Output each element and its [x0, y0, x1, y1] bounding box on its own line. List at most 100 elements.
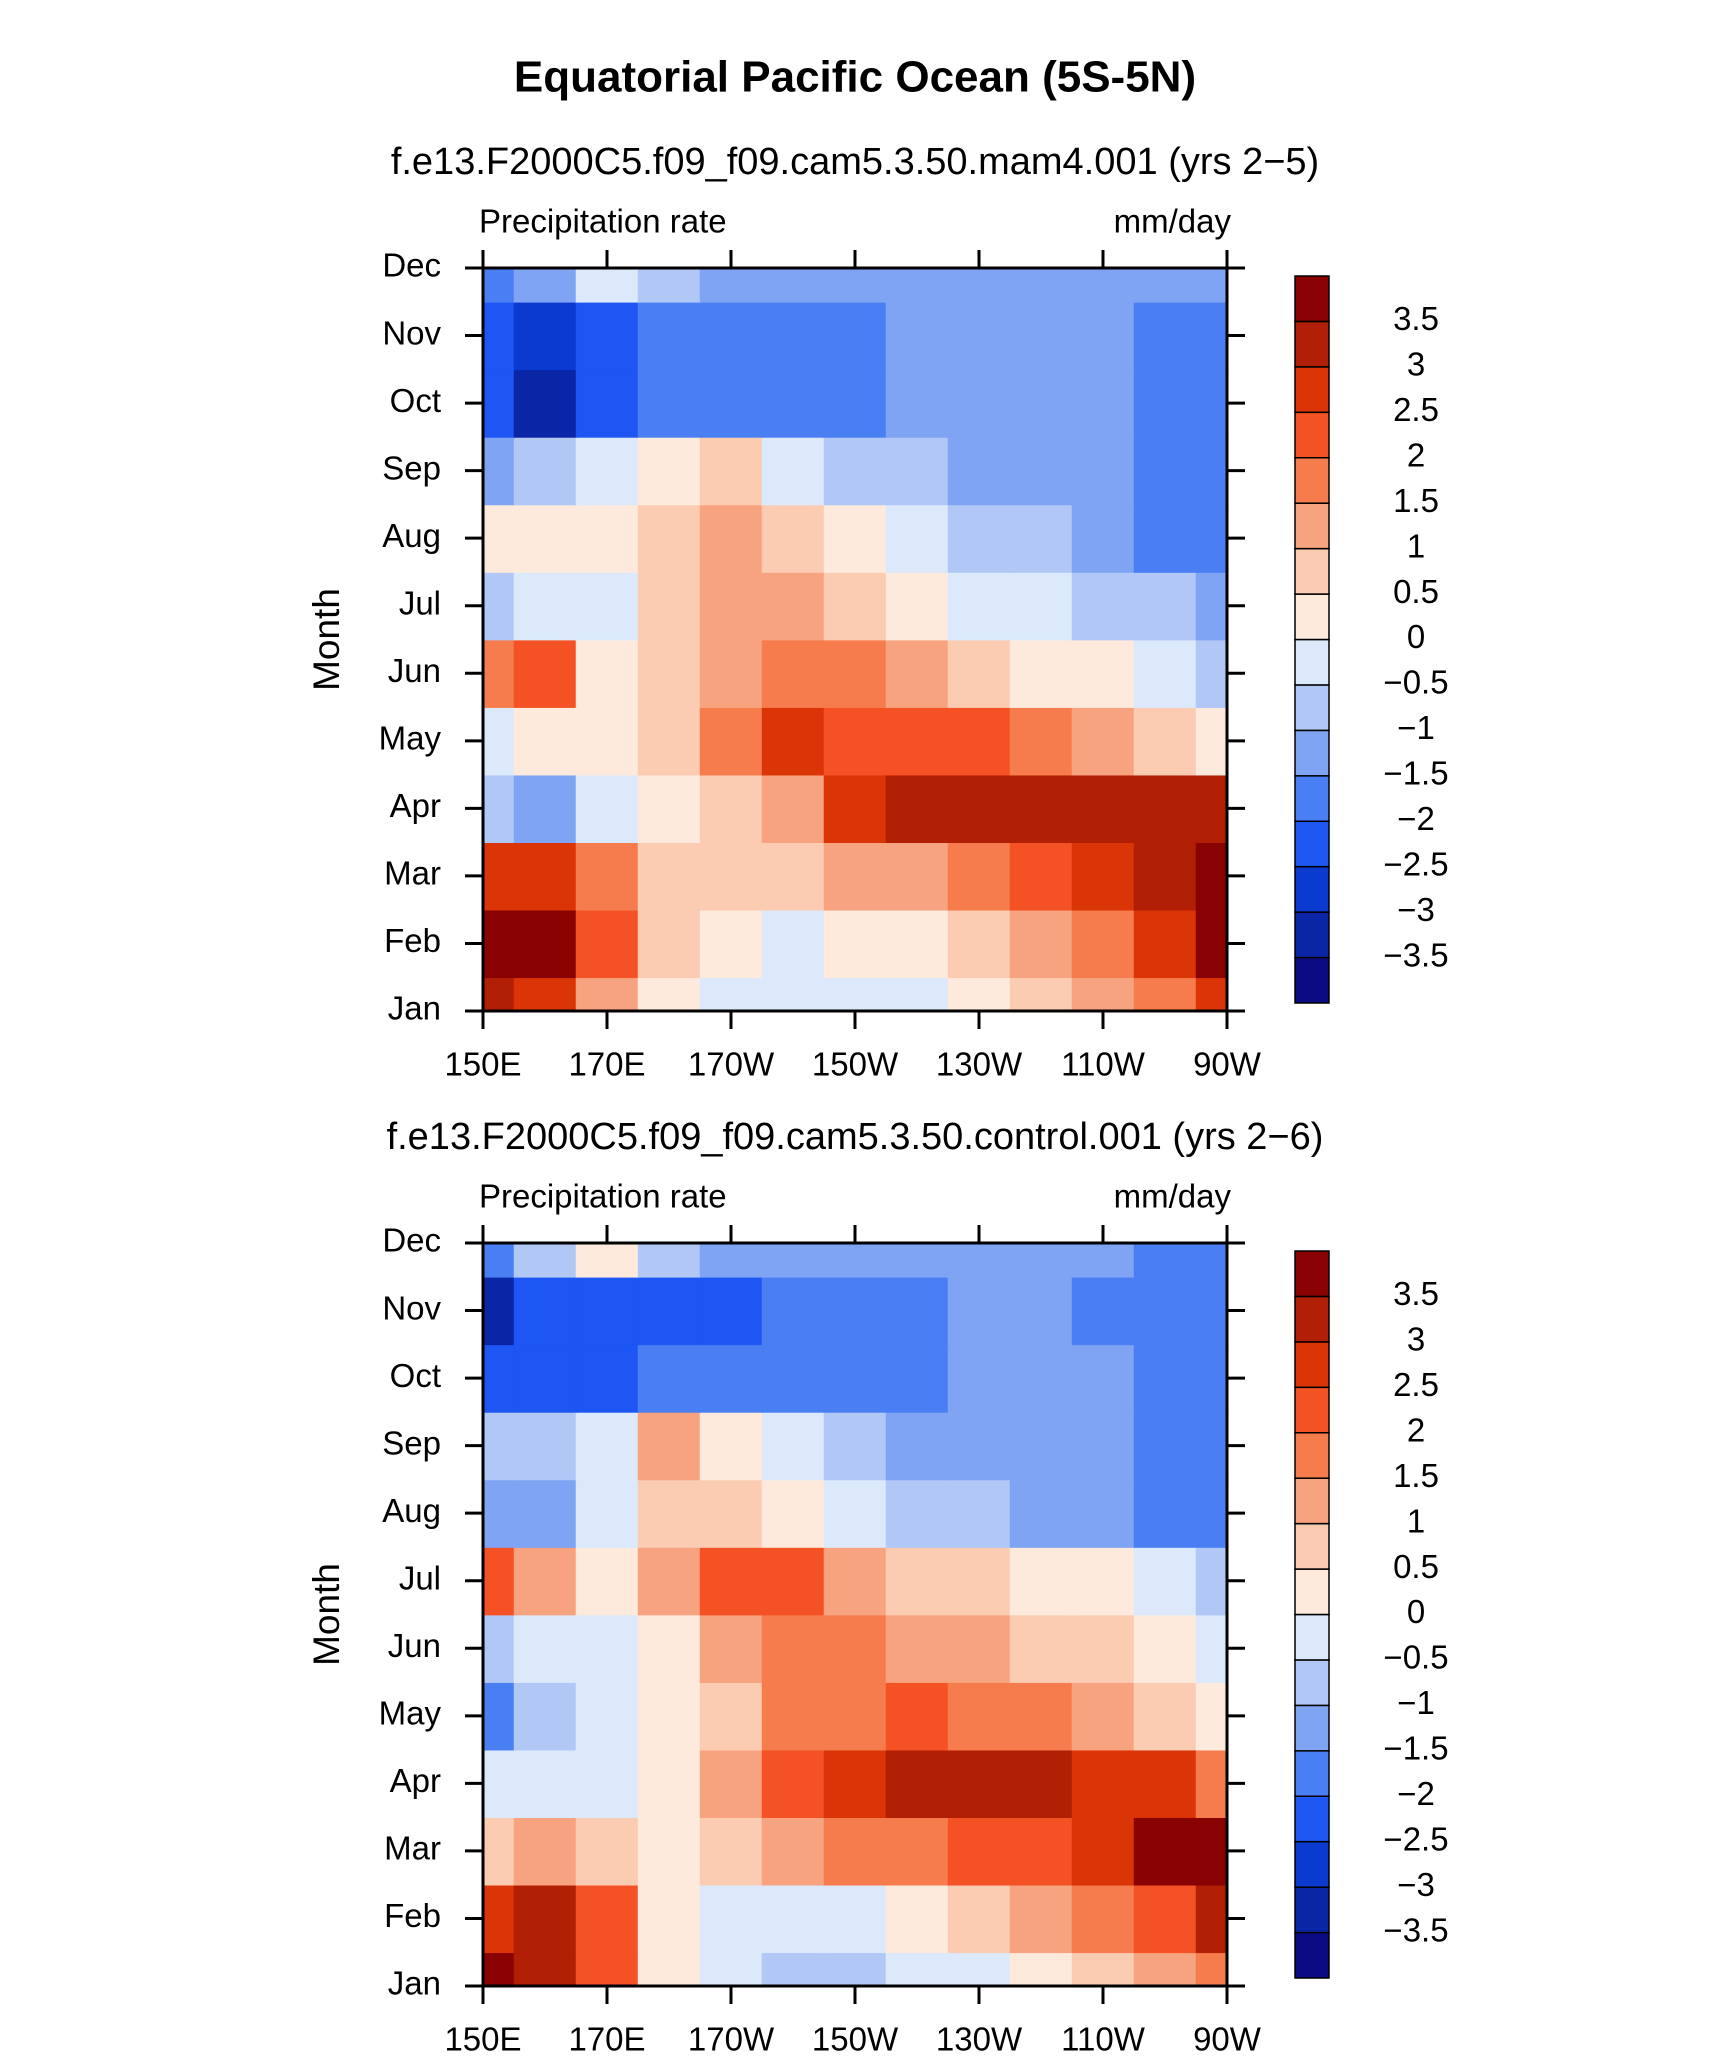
- colorbar-label: −2.5: [1383, 1820, 1448, 1857]
- contour-cell: [483, 1884, 515, 1954]
- contour-cell: [761, 571, 825, 641]
- colorbar-swatch: [1294, 1795, 1330, 1843]
- colorbar-swatch: [1294, 911, 1330, 959]
- contour-cell: [513, 1243, 577, 1278]
- contour-cell: [637, 841, 701, 911]
- contour-cell: [575, 774, 639, 843]
- contour-cell: [823, 1344, 887, 1413]
- y-tick-label: Aug: [382, 517, 441, 554]
- y-tick-label: Mar: [384, 1830, 441, 1867]
- contour-cell: [699, 301, 763, 371]
- contour-cell: [1133, 504, 1197, 573]
- contour-cell: [885, 1614, 949, 1683]
- y-tick-label: Mar: [384, 855, 441, 892]
- contour-cell: [761, 909, 825, 979]
- x-tick-label: 90W: [1193, 1046, 1262, 1083]
- contour-cell: [761, 1884, 825, 1954]
- colorbar-label: −2: [1397, 800, 1435, 837]
- contour-cell: [1071, 1243, 1135, 1278]
- contour-cell: [699, 1614, 763, 1683]
- contour-cell: [947, 301, 1011, 371]
- contour-cell: [637, 774, 701, 843]
- contour-cell: [1009, 706, 1073, 776]
- contour-cell: [637, 909, 701, 979]
- contour-cell: [947, 1479, 1011, 1548]
- contour-cell: [761, 1344, 825, 1413]
- contour-cell: [1071, 1276, 1135, 1346]
- x-tick-label: 170W: [688, 2021, 775, 2058]
- y-tick-label: Oct: [390, 382, 441, 419]
- contour-cell: [513, 1411, 577, 1481]
- contour-cell: [823, 1546, 887, 1616]
- contour-cell: [483, 1816, 515, 1886]
- contour-cell: [637, 639, 701, 708]
- contour-cell: [483, 841, 515, 911]
- contour-cell: [1133, 1479, 1197, 1548]
- colorbar-label: 2: [1407, 436, 1425, 473]
- contour-cell: [637, 1479, 701, 1548]
- contour-cell: [885, 706, 949, 776]
- y-tick-label: Sep: [382, 1424, 441, 1461]
- y-axis-label: Month: [306, 1563, 347, 1666]
- contour-cell: [1009, 1816, 1073, 1886]
- contour-cell: [483, 301, 515, 371]
- colorbar-label: 2.5: [1393, 391, 1439, 428]
- colorbar-label: −3.5: [1383, 1911, 1448, 1948]
- contour-cell: [1009, 1243, 1073, 1278]
- contour-cell: [1133, 268, 1197, 303]
- colorbar-label: 3: [1407, 1321, 1425, 1358]
- colorbar-label: 1: [1407, 527, 1425, 564]
- y-tick-label: Jul: [399, 584, 441, 621]
- contour-cell: [761, 1816, 825, 1886]
- colorbar-swatch: [1294, 1522, 1330, 1570]
- y-tick-label: Nov: [382, 1289, 441, 1326]
- y-tick-label: Feb: [384, 922, 441, 959]
- contour-cell: [947, 1749, 1011, 1818]
- contour-cell: [947, 909, 1011, 979]
- colorbar-swatch: [1294, 1568, 1330, 1616]
- contour-cell: [885, 301, 949, 371]
- contour-cell: [699, 504, 763, 573]
- contour-cell: [575, 909, 639, 979]
- contour-cell: [823, 1681, 887, 1751]
- contour-cell: [483, 976, 515, 1011]
- contour-cell: [513, 909, 577, 979]
- contour-cell: [823, 268, 887, 303]
- contour-cell: [947, 504, 1011, 573]
- contour-cell: [823, 639, 887, 708]
- colorbar-swatch: [1294, 638, 1330, 686]
- contour-cell: [1009, 1749, 1073, 1818]
- colorbar-swatch: [1294, 956, 1330, 1004]
- contour-cell: [513, 1614, 577, 1683]
- contour-cell: [637, 706, 701, 776]
- contour-cell: [761, 1749, 825, 1818]
- contour-cell: [1195, 1681, 1227, 1751]
- colorbar-swatch: [1294, 865, 1330, 913]
- colorbar-label: 3.5: [1393, 300, 1439, 337]
- colorbar-label: 0: [1407, 1593, 1425, 1630]
- contour-cell: [513, 571, 577, 641]
- y-tick-label: Jan: [388, 990, 441, 1027]
- contour-cell: [1133, 1884, 1197, 1954]
- contour-cell: [761, 1276, 825, 1346]
- x-tick-label: 170E: [568, 2021, 645, 2058]
- colorbar-swatch: [1294, 320, 1330, 368]
- contour-cell: [1133, 369, 1197, 438]
- x-tick-label: 170W: [688, 1046, 775, 1083]
- contour-cell: [575, 1951, 639, 1986]
- contour-cell: [823, 774, 887, 843]
- contour-cell: [699, 909, 763, 979]
- x-tick-label: 150E: [444, 1046, 521, 1083]
- contour-cell: [823, 436, 887, 506]
- contour-cell: [1071, 571, 1135, 641]
- y-tick-label: Aug: [382, 1492, 441, 1529]
- colorbar-swatch: [1294, 1886, 1330, 1934]
- contour-cell: [761, 369, 825, 438]
- colorbar-swatch: [1294, 729, 1330, 777]
- contour-cell: [513, 976, 577, 1011]
- contour-cell: [1009, 1681, 1073, 1751]
- colorbar-swatch: [1294, 547, 1330, 595]
- contour-cell: [947, 1276, 1011, 1346]
- contour-cell: [699, 706, 763, 776]
- contour-cell: [885, 1681, 949, 1751]
